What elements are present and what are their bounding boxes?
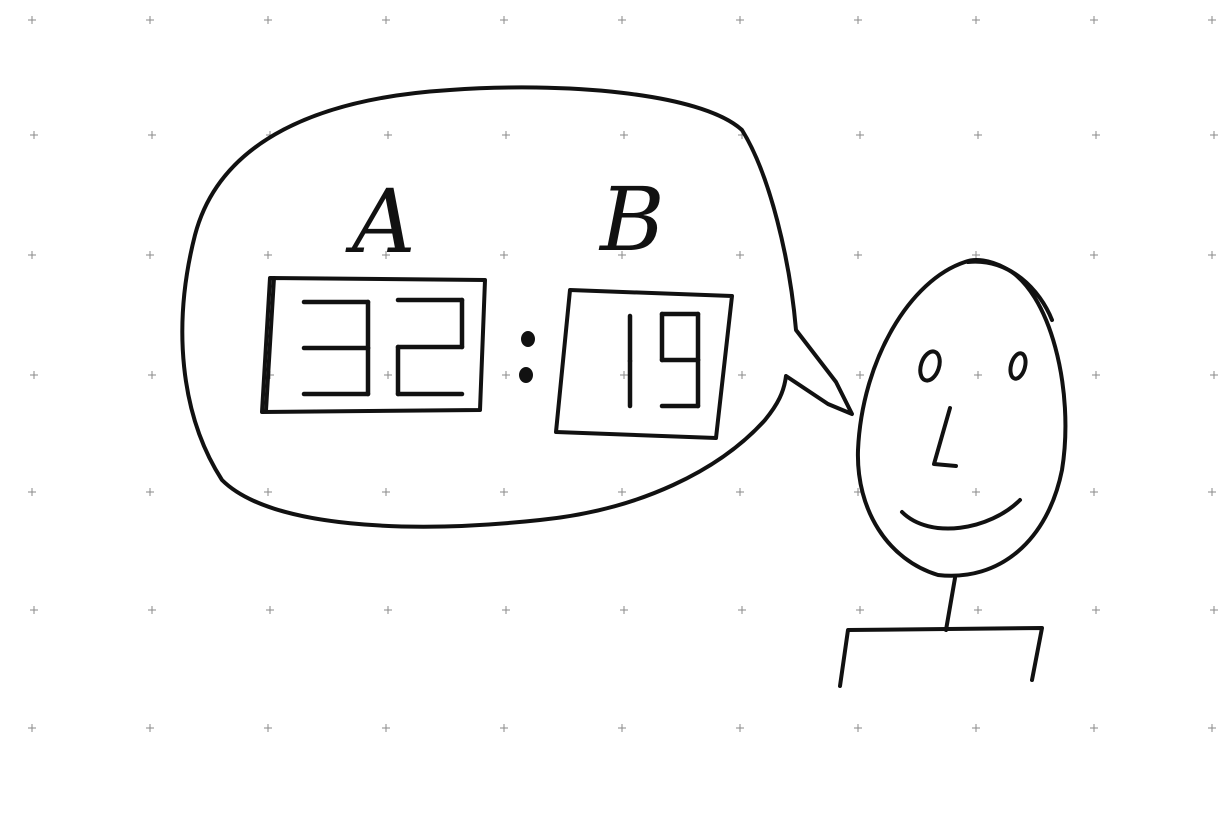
grid-dot xyxy=(1210,606,1218,614)
grid-dot xyxy=(28,724,36,732)
grid-dot xyxy=(1092,131,1100,139)
grid-dot xyxy=(30,131,38,139)
grid-dot xyxy=(974,371,982,379)
grid-dot xyxy=(382,724,390,732)
grid-dot xyxy=(736,251,744,259)
grid-dot xyxy=(856,606,864,614)
body xyxy=(838,626,1044,688)
grid-dot xyxy=(854,724,862,732)
grid-dot xyxy=(148,371,156,379)
grid-dot xyxy=(974,131,982,139)
team-a-score-digits: 32 xyxy=(301,297,465,397)
nose xyxy=(932,406,958,468)
grid-dot xyxy=(146,488,154,496)
grid-dot xyxy=(1208,488,1216,496)
grid-dot xyxy=(974,606,982,614)
score-separator-text: : xyxy=(520,359,521,361)
grid-dot xyxy=(856,131,864,139)
grid-dot xyxy=(972,251,980,259)
grid-dot xyxy=(854,16,862,24)
grid-dot xyxy=(148,131,156,139)
team-a-score: 32 xyxy=(375,349,377,351)
grid-dot xyxy=(736,488,744,496)
score-digit xyxy=(301,299,371,397)
grid-dot xyxy=(618,16,626,24)
grid-dot xyxy=(500,251,508,259)
team-b-score-digits: 19 xyxy=(627,311,701,409)
grid-dot xyxy=(972,724,980,732)
grid-dot xyxy=(620,131,628,139)
grid-dot xyxy=(264,16,272,24)
grid-dot xyxy=(146,724,154,732)
grid-dot xyxy=(738,606,746,614)
grid-dot xyxy=(30,606,38,614)
grid-dot xyxy=(1208,16,1216,24)
grid-dot xyxy=(384,131,392,139)
score-digit xyxy=(395,297,465,397)
team-b-score-box: 19 xyxy=(554,288,734,440)
score-separator: : xyxy=(519,331,535,383)
grid-dot xyxy=(620,371,628,379)
grid-dot xyxy=(384,606,392,614)
neck xyxy=(944,576,957,632)
grid-dot xyxy=(620,606,628,614)
stick-figure-icon xyxy=(838,258,1068,688)
grid-dot xyxy=(264,724,272,732)
grid-dot xyxy=(1090,488,1098,496)
grid-dot xyxy=(856,371,864,379)
grid-dot xyxy=(1092,606,1100,614)
grid-background xyxy=(28,16,1218,732)
grid-dot xyxy=(972,488,980,496)
grid-dot xyxy=(146,251,154,259)
grid-dot xyxy=(266,606,274,614)
grid-dot xyxy=(264,251,272,259)
speech-bubble xyxy=(180,85,854,529)
grid-dot xyxy=(1210,131,1218,139)
grid-dot xyxy=(1208,724,1216,732)
grid-dot xyxy=(1090,724,1098,732)
grid-dot xyxy=(28,251,36,259)
grid-dot xyxy=(618,488,626,496)
grid-dot xyxy=(1090,251,1098,259)
team-a-score-box: 32 xyxy=(260,276,487,414)
grid-dot xyxy=(384,371,392,379)
grid-dot xyxy=(1090,16,1098,24)
grid-dot xyxy=(736,16,744,24)
score-digit xyxy=(659,311,701,409)
grid-dot xyxy=(264,488,272,496)
grid-dot xyxy=(618,251,626,259)
team-b-score: 19 xyxy=(640,359,642,361)
team-b-label: B xyxy=(598,168,665,271)
grid-dot xyxy=(738,371,746,379)
grid-dot xyxy=(148,606,156,614)
grid-dot xyxy=(28,488,36,496)
grid-dot xyxy=(502,606,510,614)
grid-dot xyxy=(502,131,510,139)
grid-dot xyxy=(30,371,38,379)
grid-dot xyxy=(28,16,36,24)
grid-dot xyxy=(500,488,508,496)
grid-dot xyxy=(500,724,508,732)
grid-dot xyxy=(618,724,626,732)
left-eye xyxy=(918,349,942,383)
grid-dot xyxy=(382,16,390,24)
grid-dot xyxy=(1092,371,1100,379)
grid-dot xyxy=(382,488,390,496)
grid-dot xyxy=(146,16,154,24)
team-a-label: A xyxy=(345,170,416,273)
smile xyxy=(900,498,1022,531)
grid-dot xyxy=(972,16,980,24)
grid-dot xyxy=(736,724,744,732)
right-eye xyxy=(1008,351,1028,381)
grid-dot xyxy=(500,16,508,24)
grid-dot xyxy=(1208,251,1216,259)
grid-dot xyxy=(502,371,510,379)
grid-dot xyxy=(1210,371,1218,379)
grid-dot xyxy=(854,251,862,259)
grid-dot xyxy=(382,251,390,259)
